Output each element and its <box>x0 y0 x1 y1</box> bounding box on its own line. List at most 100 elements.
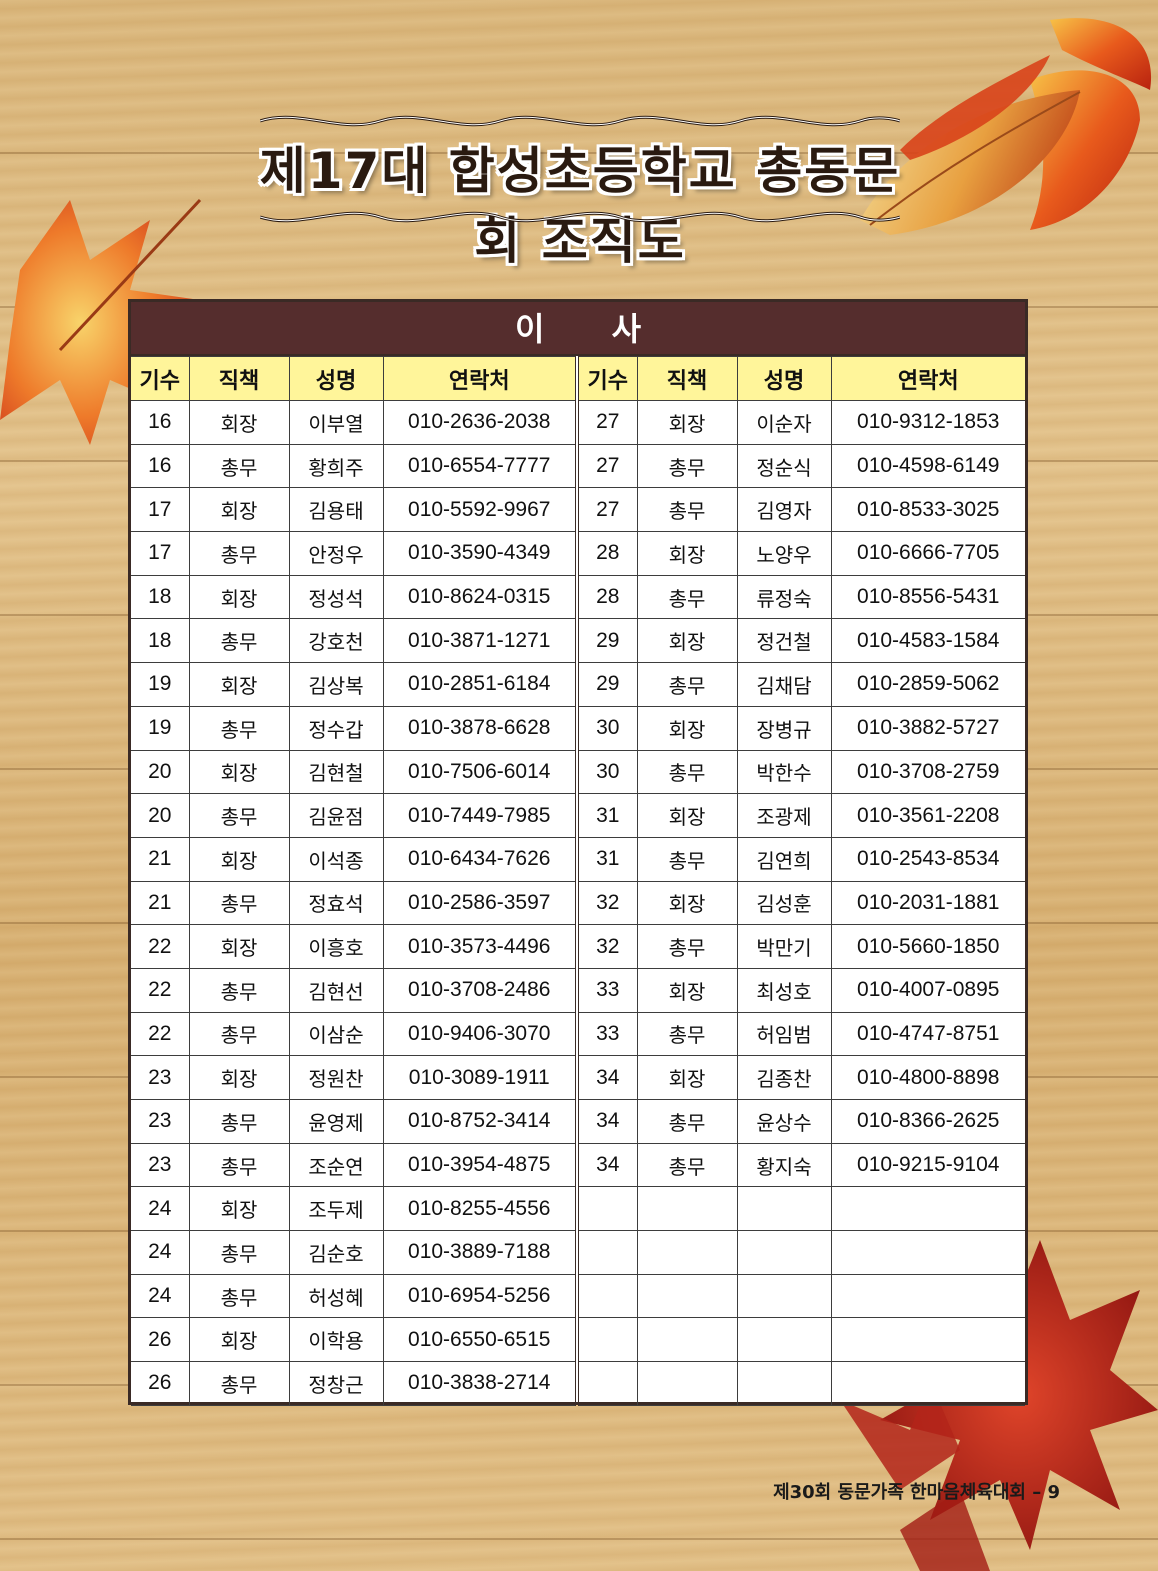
cell-name: 이학용 <box>288 1317 384 1363</box>
cell-position: 총무 <box>636 749 738 795</box>
cell-position: 총무 <box>188 1099 290 1144</box>
cell-position: 총무 <box>636 487 738 533</box>
cell-contact: 010-9406-3070 <box>382 1011 575 1057</box>
table-row: 28 총무 류정숙 010-8556-5431 <box>579 574 1025 620</box>
cell-class-year <box>579 1361 638 1406</box>
cell-position: 회장 <box>636 531 738 576</box>
cell-contact: 010-3561-2208 <box>830 793 1025 838</box>
table-row: 30 회장 장병규 010-3882-5727 <box>579 705 1025 751</box>
directors-table-left: 기수 직책 성명 연락처 16 회장 이부열 010-2636-2038 16 총무 황희주… <box>131 356 575 1406</box>
directors-table-board: 이 사 기수 직책 성명 연락처 16 회장 이부열 010-2636-2038 16 총… <box>128 299 1028 1406</box>
cell-class-year <box>579 1186 638 1232</box>
cell-name: 김상복 <box>288 662 384 707</box>
cell-position: 총무 <box>636 443 738 489</box>
table-row: 26 회장 이학용 010-6550-6515 <box>131 1317 575 1363</box>
cell-name: 장병규 <box>736 705 832 751</box>
cell-contact: 010-4583-1584 <box>830 618 1025 664</box>
header-name: 성명 <box>288 356 384 401</box>
cell-name: 황희주 <box>288 443 384 489</box>
cell-contact: 010-6554-7777 <box>382 443 575 489</box>
cell-position: 총무 <box>188 618 290 664</box>
cell-class-year: 33 <box>579 967 638 1013</box>
table-row: 32 회장 김성훈 010-2031-1881 <box>579 880 1025 926</box>
cell-contact: 010-3573-4496 <box>382 924 575 969</box>
ornament-bottom-icon <box>260 211 900 223</box>
table-row: 32 총무 박만기 010-5660-1850 <box>579 924 1025 969</box>
cell-position: 총무 <box>636 662 738 707</box>
cell-name: 김순호 <box>288 1230 384 1275</box>
cell-name: 김용태 <box>288 487 384 533</box>
cell-name: 정성석 <box>288 574 384 620</box>
cell-position: 회장 <box>188 749 290 795</box>
table-row: 18 총무 강호천 010-3871-1271 <box>131 618 575 664</box>
cell-name: 이순자 <box>736 400 832 445</box>
cell-class-year <box>579 1273 638 1319</box>
cell-position: 총무 <box>188 880 290 926</box>
cell-class-year: 19 <box>131 705 190 751</box>
table-row: 33 총무 허임범 010-4747-8751 <box>579 1011 1025 1057</box>
cell-class-year: 24 <box>131 1273 190 1319</box>
cell-position <box>636 1186 738 1232</box>
cell-position: 총무 <box>188 531 290 576</box>
cell-position: 회장 <box>636 400 738 445</box>
cell-contact <box>830 1186 1025 1232</box>
cell-name: 이석종 <box>288 836 384 882</box>
cell-class-year: 29 <box>579 618 638 664</box>
cell-contact: 010-2859-5062 <box>830 662 1025 707</box>
cell-name: 강호천 <box>288 618 384 664</box>
table-row: 33 회장 최성호 010-4007-0895 <box>579 967 1025 1013</box>
cell-position: 회장 <box>636 967 738 1013</box>
cell-class-year: 17 <box>131 531 190 576</box>
ornament-top-icon <box>260 115 900 127</box>
cell-contact <box>830 1230 1025 1275</box>
cell-position <box>636 1273 738 1319</box>
table-row: 23 총무 윤영제 010-8752-3414 <box>131 1099 575 1144</box>
table-row <box>579 1317 1025 1363</box>
cell-class-year: 31 <box>579 836 638 882</box>
cell-class-year: 28 <box>579 574 638 620</box>
cell-name: 허성혜 <box>288 1273 384 1319</box>
cell-contact: 010-8255-4556 <box>382 1186 575 1232</box>
table-row: 22 회장 이흥호 010-3573-4496 <box>131 924 575 969</box>
table-row: 19 총무 정수갑 010-3878-6628 <box>131 705 575 751</box>
cell-class-year: 24 <box>131 1186 190 1232</box>
table-row: 19 회장 김상복 010-2851-6184 <box>131 662 575 707</box>
cell-position: 총무 <box>188 1230 290 1275</box>
cell-contact: 010-4800-8898 <box>830 1055 1025 1100</box>
cell-position: 회장 <box>188 836 290 882</box>
cell-contact: 010-6954-5256 <box>382 1273 575 1319</box>
cell-name: 류정숙 <box>736 574 832 620</box>
cell-class-year: 31 <box>579 793 638 838</box>
cell-contact: 010-2851-6184 <box>382 662 575 707</box>
cell-position: 회장 <box>188 924 290 969</box>
cell-position: 총무 <box>636 574 738 620</box>
cell-class-year: 20 <box>131 793 190 838</box>
cell-class-year: 32 <box>579 924 638 969</box>
table-row: 24 총무 김순호 010-3889-7188 <box>131 1230 575 1275</box>
cell-name: 김종찬 <box>736 1055 832 1100</box>
cell-class-year: 27 <box>579 487 638 533</box>
table-row: 22 총무 이삼순 010-9406-3070 <box>131 1011 575 1057</box>
cell-position: 회장 <box>188 487 290 533</box>
cell-position <box>636 1230 738 1275</box>
cell-class-year: 17 <box>131 487 190 533</box>
cell-position <box>636 1317 738 1363</box>
cell-contact <box>830 1361 1025 1406</box>
cell-name: 최성호 <box>736 967 832 1013</box>
table-row <box>579 1186 1025 1232</box>
cell-name: 정창근 <box>288 1361 384 1406</box>
cell-position: 총무 <box>188 705 290 751</box>
table-row: 20 총무 김윤점 010-7449-7985 <box>131 793 575 838</box>
cell-name <box>736 1361 832 1406</box>
cell-contact: 010-8533-3025 <box>830 487 1025 533</box>
cell-name: 박한수 <box>736 749 832 795</box>
cell-class-year: 18 <box>131 618 190 664</box>
cell-class-year: 27 <box>579 443 638 489</box>
header-contact: 연락처 <box>382 356 575 401</box>
cell-name: 김영자 <box>736 487 832 533</box>
table-row: 23 회장 정원찬 010-3089-1911 <box>131 1055 575 1100</box>
cell-name: 이삼순 <box>288 1011 384 1057</box>
cell-position: 총무 <box>636 1142 738 1188</box>
cell-name: 김채담 <box>736 662 832 707</box>
cell-class-year: 24 <box>131 1230 190 1275</box>
